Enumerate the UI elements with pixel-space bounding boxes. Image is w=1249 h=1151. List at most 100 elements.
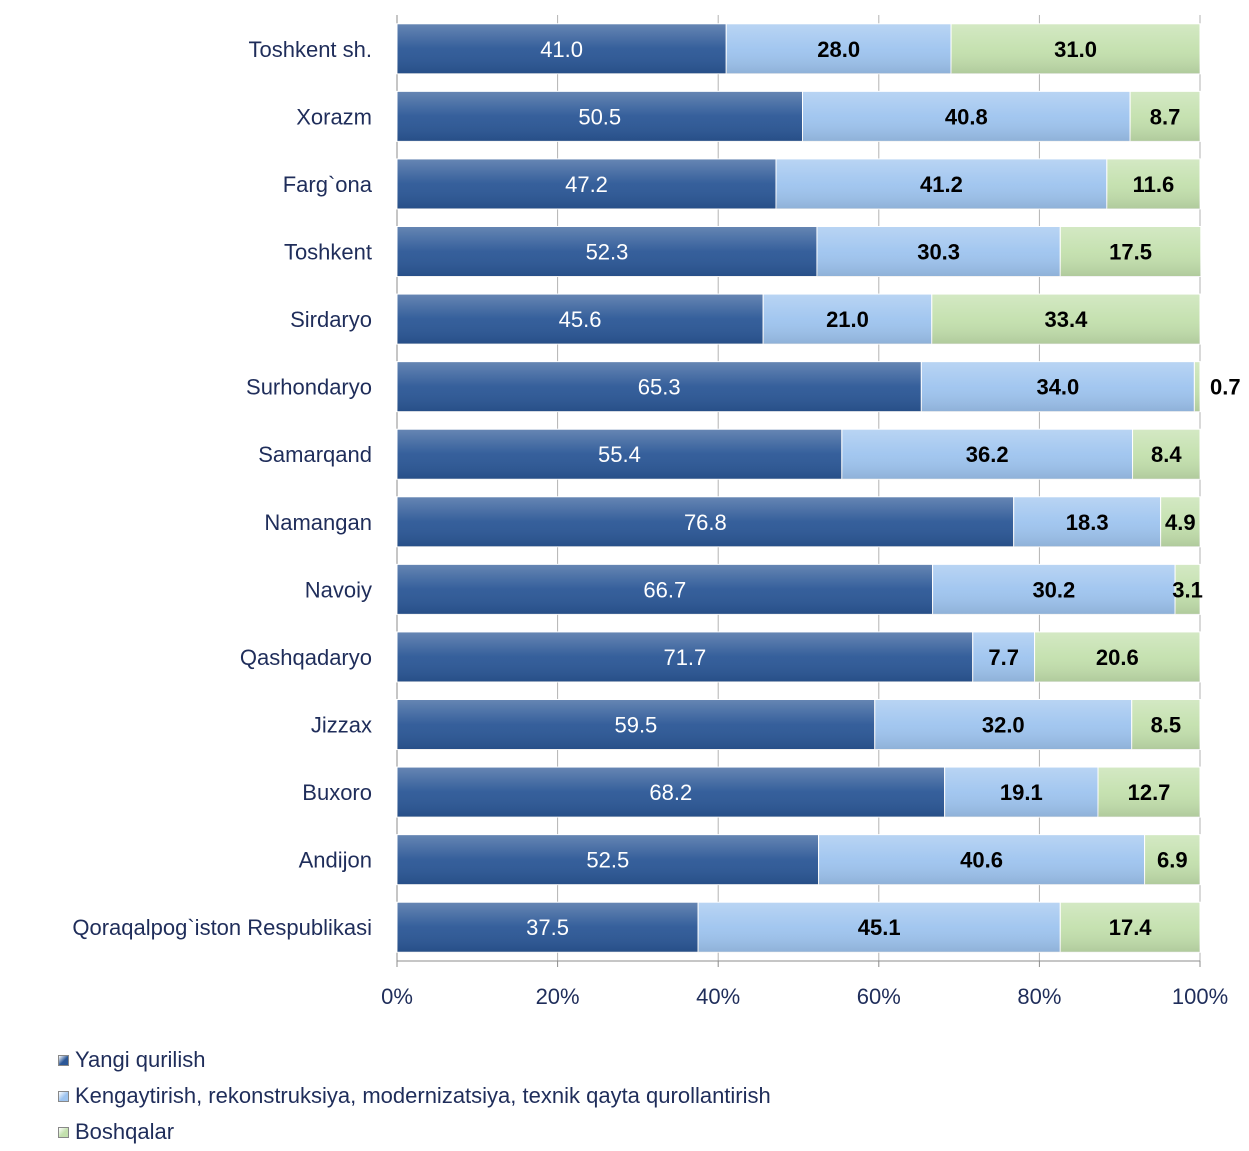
x-tick-label: 100% <box>1172 984 1228 1009</box>
data-label: 21.0 <box>826 307 869 332</box>
bar-segment-gloss <box>397 91 803 142</box>
category-label: Toshkent <box>284 240 372 265</box>
data-label: 4.9 <box>1165 510 1196 535</box>
category-label: Navoiy <box>305 577 372 602</box>
legend-item: Kengaytirish, rekonstruksiya, modernizat… <box>58 1078 771 1114</box>
category-label: Farg`ona <box>283 172 373 197</box>
category-label: Xorazm <box>296 104 372 129</box>
x-axis-tick-labels: 0% 20% 40% 60% 80% 100% <box>381 984 1228 1009</box>
bar-segment-gloss <box>1130 91 1200 142</box>
legend-label: Kengaytirish, rekonstruksiya, modernizat… <box>75 1083 771 1108</box>
bar-segment-gloss <box>1060 226 1201 277</box>
x-tick-label: 0% <box>381 984 413 1009</box>
stacked-bar-chart: 41.0 28.0 31.0 50.5 40.8 8.7 47.2 41.2 11.6 52.3 3… <box>72 15 1241 1009</box>
bar-segment-gloss <box>1131 699 1200 750</box>
data-label: 50.5 <box>578 104 621 129</box>
bar-segment-gloss <box>397 902 699 953</box>
bar-segment-gloss <box>763 294 932 345</box>
data-label: 45.1 <box>858 915 901 940</box>
bar-segment-gloss <box>931 294 1200 345</box>
data-label: 3.1 <box>1172 577 1203 602</box>
bar-segment-gloss <box>932 564 1176 615</box>
data-label: 17.5 <box>1109 240 1152 265</box>
legend-item: Yangi qurilish <box>58 1042 771 1078</box>
bar-segment-gloss <box>1106 158 1200 209</box>
data-label: 52.5 <box>586 848 629 873</box>
data-label: 12.7 <box>1128 780 1171 805</box>
legend-item: Boshqalar <box>58 1114 771 1150</box>
category-label: Jizzax <box>311 713 372 738</box>
x-tick-label: 80% <box>1017 984 1061 1009</box>
bar-segment-gloss <box>1098 767 1200 818</box>
bar-segment-gloss <box>397 834 819 885</box>
bar-segment-gloss <box>1194 361 1200 412</box>
x-tick-label: 60% <box>857 984 901 1009</box>
data-label: 76.8 <box>684 510 727 535</box>
category-label: Qashqadaryo <box>240 645 372 670</box>
data-label: 71.7 <box>663 645 706 670</box>
bar-segment-gloss <box>397 294 764 345</box>
data-label: 47.2 <box>565 172 608 197</box>
bar-segment-gloss <box>397 429 842 480</box>
data-label: 59.5 <box>614 713 657 738</box>
data-label: 8.4 <box>1151 442 1182 467</box>
data-label: 19.1 <box>1000 780 1043 805</box>
data-label: 55.4 <box>598 442 641 467</box>
data-label: 45.6 <box>559 307 602 332</box>
x-tick-label: 20% <box>536 984 580 1009</box>
bar-segment-gloss <box>397 226 817 277</box>
bar-segment-gloss <box>944 767 1099 818</box>
category-label: Samarqand <box>258 442 372 467</box>
data-label: 40.6 <box>960 848 1003 873</box>
bar-segment-gloss <box>698 902 1061 953</box>
bar-segment-gloss <box>1175 564 1200 615</box>
bar-segment-gloss <box>841 429 1133 480</box>
data-label: 6.9 <box>1157 848 1188 873</box>
bar-segment-gloss <box>397 631 973 682</box>
bar-segment-gloss <box>1034 631 1200 682</box>
bar-segment-gloss <box>1132 429 1200 480</box>
data-label: 17.4 <box>1109 915 1153 940</box>
bar-segment-gloss <box>816 226 1061 277</box>
legend-swatch <box>58 1090 69 1102</box>
data-label: 32.0 <box>982 713 1025 738</box>
bar-segment-gloss <box>1013 496 1161 547</box>
legend-label: Boshqalar <box>75 1119 175 1144</box>
category-label: Surhondaryo <box>246 375 372 400</box>
bar-segment-gloss <box>951 23 1200 74</box>
category-labels: Toshkent sh. Xorazm Farg`ona Toshkent Sirdar… <box>72 37 372 940</box>
data-label: 41.2 <box>920 172 963 197</box>
bar-segment-gloss <box>972 631 1035 682</box>
bars: 41.0 28.0 31.0 50.5 40.8 8.7 47.2 41.2 11.6 52.3 3… <box>396 23 1241 953</box>
bar-segment-gloss <box>726 23 952 74</box>
data-label: 33.4 <box>1044 307 1088 332</box>
data-label: 36.2 <box>966 442 1009 467</box>
data-label: 41.0 <box>540 37 583 62</box>
data-label: 18.3 <box>1066 510 1109 535</box>
data-label: 34.0 <box>1036 375 1079 400</box>
category-label: Sirdaryo <box>290 307 372 332</box>
category-label: Buxoro <box>302 780 372 805</box>
bar-segment-gloss <box>397 564 933 615</box>
data-label: 8.7 <box>1150 104 1181 129</box>
data-label: 20.6 <box>1096 645 1139 670</box>
bar-segment-gloss <box>397 496 1014 547</box>
data-label: 30.3 <box>917 240 960 265</box>
x-tick-label: 40% <box>696 984 740 1009</box>
bar-segment-gloss <box>1160 496 1200 547</box>
bar-segment-gloss <box>397 361 922 412</box>
data-label: 7.7 <box>988 645 1019 670</box>
bar-segment-gloss <box>776 158 1107 209</box>
bar-segment-gloss <box>874 699 1132 750</box>
category-label: Qoraqalpog`iston Respublikasi <box>72 915 372 940</box>
data-label: 68.2 <box>649 780 692 805</box>
data-label: 37.5 <box>526 915 569 940</box>
data-label: 65.3 <box>638 375 681 400</box>
legend-label: Yangi qurilish <box>75 1047 206 1072</box>
data-label: 28.0 <box>817 37 860 62</box>
bar-segment-gloss <box>397 23 727 74</box>
category-label: Namangan <box>264 510 372 535</box>
gridlines <box>396 15 1201 967</box>
category-label: Toshkent sh. <box>248 37 372 62</box>
data-label: 11.6 <box>1133 172 1175 197</box>
